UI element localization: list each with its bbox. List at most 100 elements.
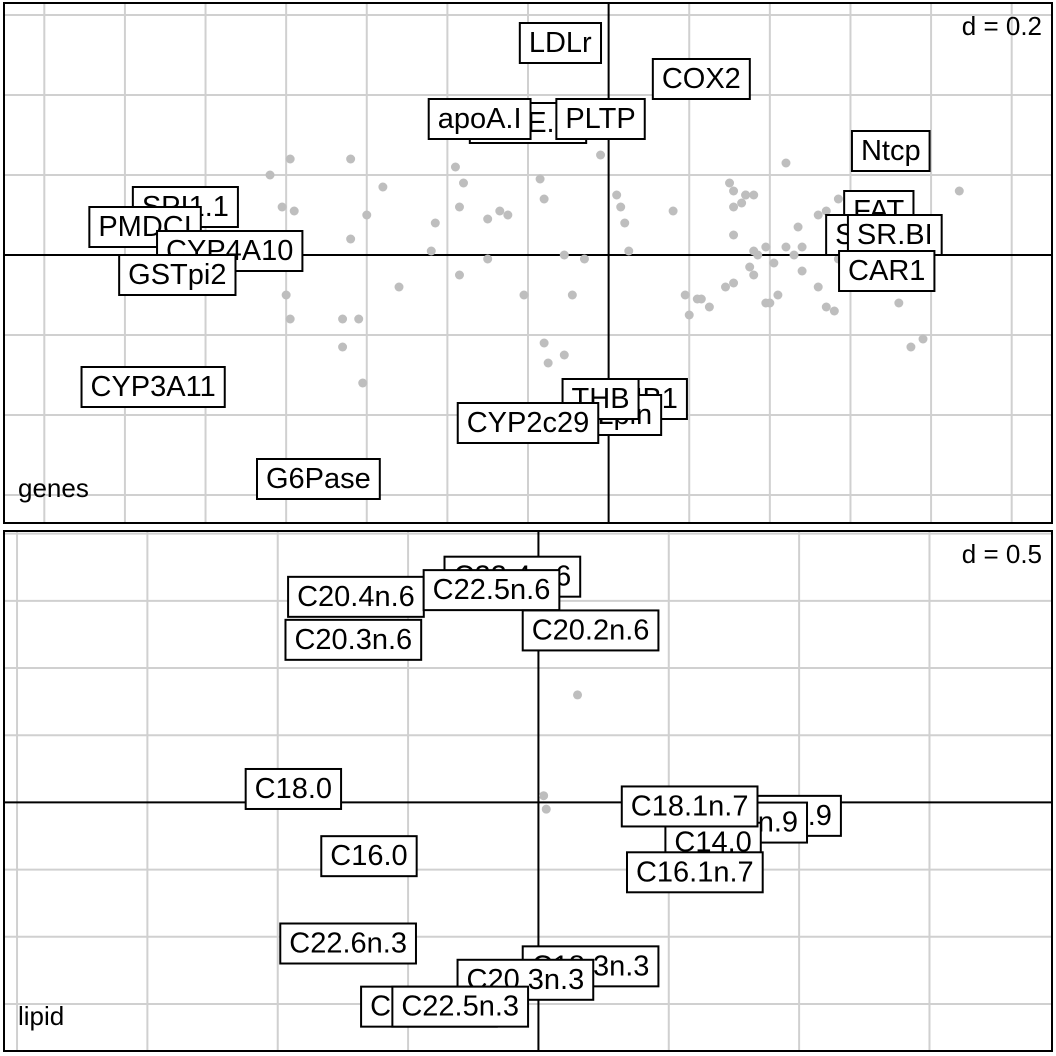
point-label: COX2 xyxy=(651,58,751,100)
data-point xyxy=(596,150,606,160)
panel-frame xyxy=(3,530,1053,1052)
point-label: apoA.I xyxy=(427,98,532,140)
data-point xyxy=(680,290,690,300)
data-point xyxy=(495,206,505,216)
data-point xyxy=(285,154,295,164)
data-point xyxy=(894,298,904,308)
panel-frame xyxy=(3,2,1053,524)
label-text: GSTpi2 xyxy=(128,259,226,291)
data-point xyxy=(277,202,287,212)
data-point xyxy=(906,342,916,352)
data-point xyxy=(765,298,775,308)
data-point xyxy=(624,246,634,256)
point-label: CYP2c29 xyxy=(456,402,600,444)
label-text: PLTP xyxy=(565,103,635,135)
panel-lipid: C22.4n.6C20.4n.6C22.5n.6C20.2n.6C20.3n.6… xyxy=(3,530,1053,1052)
point-label: C22.5n.6 xyxy=(422,569,561,612)
data-point xyxy=(265,170,275,180)
label-text: C20.3n.6 xyxy=(294,624,412,656)
label-text: apoA.I xyxy=(438,103,522,135)
label-text: COX2 xyxy=(662,63,741,95)
point-label: LDLr xyxy=(518,22,603,64)
data-point xyxy=(430,218,440,228)
data-point xyxy=(749,270,759,280)
data-point xyxy=(829,306,839,316)
point-label: Ntcp xyxy=(850,130,931,172)
data-point xyxy=(483,214,493,224)
data-point xyxy=(745,262,755,272)
point-label: C20.3n.6 xyxy=(284,618,423,661)
label-text: C18.0 xyxy=(255,773,332,805)
data-point xyxy=(289,206,299,216)
data-point xyxy=(704,302,714,312)
label-text: LDLr xyxy=(529,27,592,59)
data-point xyxy=(797,242,807,252)
data-point xyxy=(821,302,831,312)
data-point xyxy=(793,222,803,232)
plot-area: LDLrCOX2apoE.loapoA.IPLTPNtcpFATSPISR.BI… xyxy=(4,3,1052,523)
label-box xyxy=(80,366,226,408)
data-point xyxy=(741,190,751,200)
label-box xyxy=(427,98,532,140)
data-point xyxy=(559,350,569,360)
point-label: PLTP xyxy=(555,98,646,140)
label-box xyxy=(279,922,417,965)
data-point xyxy=(338,314,348,324)
label-box xyxy=(244,767,343,810)
data-point xyxy=(684,310,694,320)
point-label: C22.5n.3 xyxy=(391,985,530,1028)
label-text: C22.6n.3 xyxy=(289,928,407,960)
data-point xyxy=(573,690,583,700)
point-label: C18.1n.7 xyxy=(620,785,759,828)
label-box xyxy=(391,985,530,1028)
point-label: C18.0 xyxy=(244,767,343,810)
label-box xyxy=(521,609,660,652)
label-text: CAR1 xyxy=(848,255,925,287)
data-point xyxy=(813,282,823,292)
label-text: C20.4n.6 xyxy=(297,581,415,613)
point-label: C16.1n.7 xyxy=(625,851,764,894)
data-point xyxy=(821,206,831,216)
data-point xyxy=(378,182,388,192)
data-point xyxy=(543,358,553,368)
data-point xyxy=(954,186,964,196)
point-label: C20.4n.6 xyxy=(287,575,425,618)
point-label: C16.0 xyxy=(320,835,418,878)
data-point xyxy=(539,338,549,348)
label-text: C16.0 xyxy=(330,840,407,872)
data-point xyxy=(454,270,464,280)
data-point xyxy=(721,282,731,292)
label-text: Ntcp xyxy=(861,135,921,167)
point-label: GSTpi2 xyxy=(118,254,237,296)
label-text: C22.5n.6 xyxy=(433,574,551,606)
label-text: G6Pase xyxy=(266,463,371,495)
label-text: C16.1n.7 xyxy=(636,856,754,888)
data-point xyxy=(620,218,630,228)
label-box xyxy=(518,22,603,64)
data-point xyxy=(559,250,569,260)
data-point xyxy=(769,258,779,268)
label-text: CYP2c29 xyxy=(467,407,590,439)
label-text: C18.1n.7 xyxy=(631,790,749,822)
data-point xyxy=(781,158,791,168)
data-point xyxy=(579,254,589,264)
point-label: G6Pase xyxy=(256,458,381,500)
data-point xyxy=(813,210,823,220)
label-text: CYP3A11 xyxy=(91,371,216,403)
label-box xyxy=(620,785,759,828)
data-point xyxy=(539,791,549,801)
data-point xyxy=(773,290,783,300)
panel-genes: LDLrCOX2apoE.loapoA.IPLTPNtcpFATSPISR.BI… xyxy=(3,2,1053,524)
label-text: C22.5n.3 xyxy=(401,991,519,1023)
data-point xyxy=(450,162,460,172)
label-box xyxy=(838,250,936,292)
data-point xyxy=(749,190,759,200)
label-box xyxy=(456,402,600,444)
point-label: CYP3A11 xyxy=(80,366,226,408)
data-point xyxy=(394,282,404,292)
point-label: C22.6n.3 xyxy=(279,922,417,965)
label-box xyxy=(287,575,425,618)
data-point xyxy=(616,202,626,212)
point-label: C20.2n.6 xyxy=(521,609,660,652)
data-point xyxy=(426,246,436,256)
